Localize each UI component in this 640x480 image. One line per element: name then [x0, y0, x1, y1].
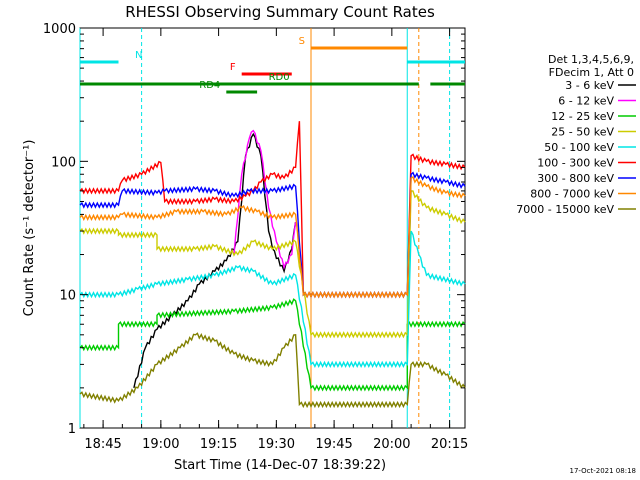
- y-tick-label-1: 10: [59, 289, 76, 304]
- axes-group: 18:45 19:00 19:15 19:30 19:45 20:00 20:15 1 10 10…: [43, 22, 468, 452]
- legend-label-3: 25 - 50 keV: [551, 126, 614, 139]
- x-tick-label-4: 19:45: [315, 437, 352, 452]
- x-tick-label-3: 19:30: [258, 437, 295, 452]
- state-bar-label-0: N: [135, 50, 142, 61]
- x-axis-label: Start Time (14-Dec-07 18:39:22): [174, 458, 386, 473]
- state-bar-label-2: S: [299, 36, 305, 47]
- footer-stamp: 17-Oct-2021 08:18: [570, 467, 636, 475]
- legend-label-8: 7000 - 15000 keV: [516, 203, 614, 216]
- state-bar-label-3: F: [230, 62, 236, 73]
- chart-title: RHESSI Observing Summary Count Rates: [125, 3, 435, 21]
- state-bar-label-4: RD0: [269, 72, 290, 83]
- series-line-0: [133, 132, 297, 389]
- legend: Det 1,3,4,5,6,9,FDecim 1, Att 03 - 6 keV…: [516, 53, 636, 216]
- x-tick-label-5: 20:00: [373, 437, 410, 452]
- series-line-4: [79, 230, 466, 369]
- legend-label-6: 300 - 800 keV: [537, 172, 614, 185]
- y-tick-label-2: 100: [51, 155, 76, 170]
- legend-header-1: FDecim 1, Att 0: [549, 66, 634, 79]
- series-line-7: [79, 176, 466, 299]
- legend-header-0: Det 1,3,4,5,6,9,: [548, 53, 634, 66]
- state-bars: N S F RD0 RD4: [80, 36, 465, 94]
- vertical-markers: [79, 28, 451, 428]
- legend-label-7: 800 - 7000 keV: [530, 188, 614, 201]
- series-group: [79, 121, 466, 409]
- legend-label-1: 6 - 12 keV: [558, 95, 614, 108]
- y-axis-label: Count Rate (s⁻¹ detector⁻¹): [22, 140, 37, 317]
- state-bar-label-5: RD4: [199, 80, 220, 91]
- y-tick-label-0: 1: [68, 422, 76, 437]
- legend-label-5: 100 - 300 keV: [537, 157, 614, 170]
- x-tick-label-0: 18:45: [84, 437, 121, 452]
- series-line-2: [79, 298, 466, 392]
- y-tick-label-3: 1000: [43, 22, 76, 37]
- x-tick-label-2: 19:15: [200, 437, 237, 452]
- x-tick-label-1: 19:00: [142, 437, 179, 452]
- legend-label-2: 12 - 25 keV: [551, 110, 614, 123]
- x-tick-label-6: 20:15: [431, 437, 468, 452]
- series-line-3: [79, 190, 466, 339]
- legend-label-0: 3 - 6 keV: [565, 79, 614, 92]
- legend-label-4: 50 - 100 keV: [544, 141, 614, 154]
- series-line-8: [79, 332, 466, 409]
